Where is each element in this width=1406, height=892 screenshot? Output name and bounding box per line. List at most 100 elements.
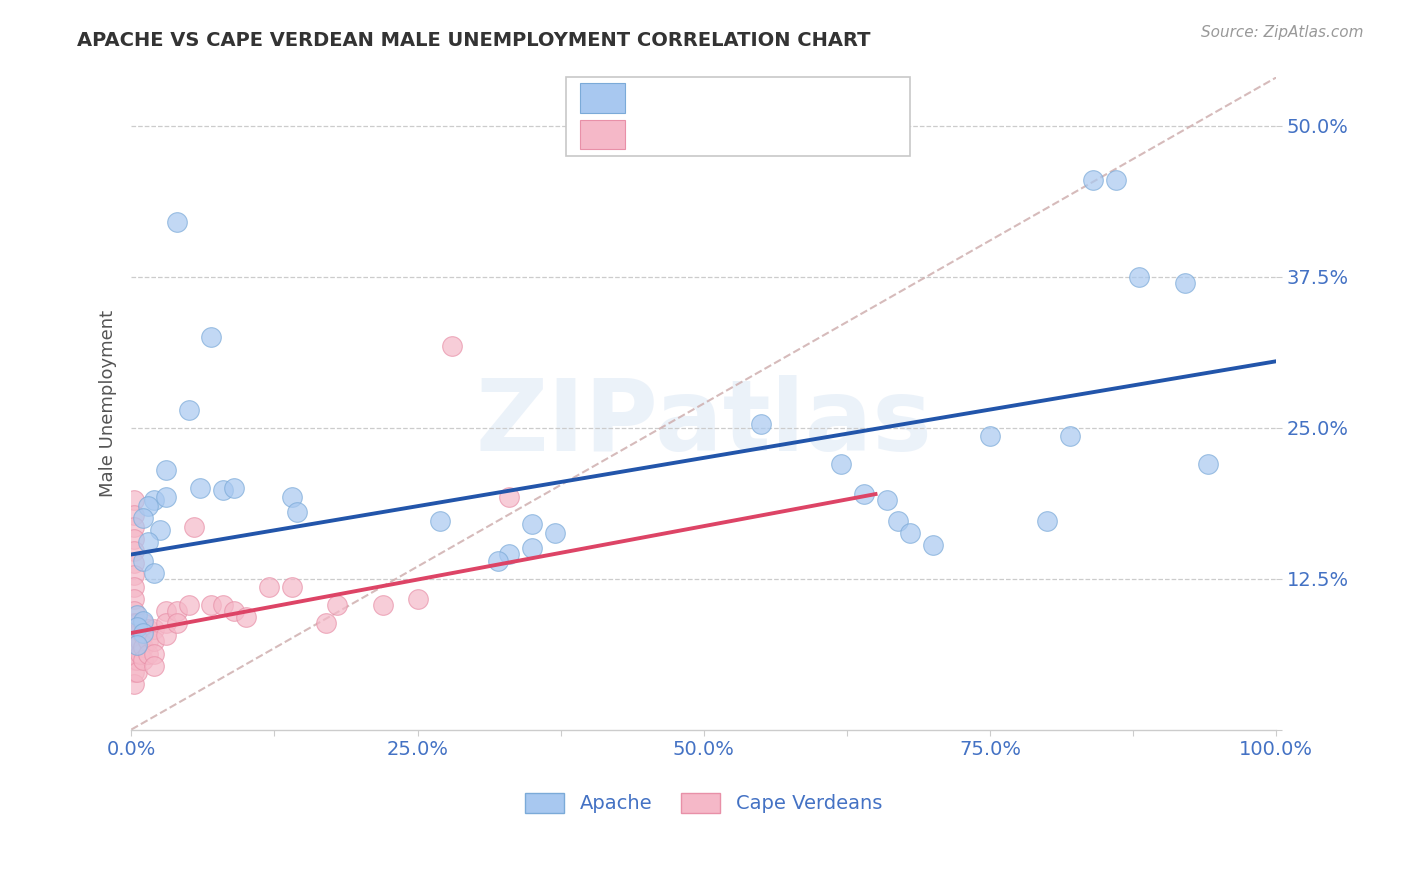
Point: [122, 556, 145, 570]
Point: [143, 647, 166, 661]
Point: [166, 604, 188, 618]
Point: [235, 610, 257, 624]
Point: [125, 652, 148, 666]
Point: [129, 623, 152, 637]
Point: [125, 620, 148, 634]
Point: [125, 638, 148, 652]
Point: [138, 634, 160, 648]
Point: [131, 511, 153, 525]
Point: [143, 566, 166, 580]
Point: [155, 616, 177, 631]
Point: [122, 532, 145, 546]
Point: [280, 580, 302, 594]
Y-axis label: Male Unemployment: Male Unemployment: [100, 310, 117, 497]
Point: [129, 647, 152, 661]
Point: [125, 607, 148, 622]
Point: [257, 580, 280, 594]
Point: [122, 493, 145, 508]
Point: [440, 338, 463, 352]
Point: [122, 616, 145, 631]
Point: [315, 616, 337, 631]
Point: [131, 614, 153, 628]
Point: [1059, 429, 1081, 443]
Point: [188, 481, 211, 495]
Point: [122, 580, 145, 594]
Point: [122, 604, 145, 618]
Point: [280, 490, 302, 504]
Point: [876, 493, 898, 508]
Point: [177, 402, 200, 417]
Point: [122, 652, 145, 666]
Point: [143, 658, 166, 673]
Point: [373, 598, 395, 612]
Point: [143, 493, 166, 508]
Point: [155, 604, 177, 618]
Point: [887, 514, 910, 528]
Point: [138, 647, 160, 661]
Point: [749, 417, 772, 431]
Point: [224, 481, 246, 495]
Point: [979, 429, 1001, 443]
Point: [131, 628, 153, 642]
Point: [149, 524, 172, 538]
Point: [853, 487, 876, 501]
Point: [166, 215, 188, 229]
Point: [138, 623, 160, 637]
Point: [921, 538, 943, 552]
Point: [498, 548, 520, 562]
Point: [143, 634, 166, 648]
Point: [122, 676, 145, 690]
Point: [1081, 173, 1104, 187]
Point: [122, 665, 145, 679]
Point: [131, 553, 153, 567]
Point: [125, 665, 148, 679]
Point: [212, 483, 235, 498]
Point: [224, 604, 246, 618]
Point: [122, 519, 145, 533]
Point: [1174, 276, 1197, 290]
Legend: Apache, Cape Verdeans: Apache, Cape Verdeans: [517, 785, 890, 821]
Point: [1128, 269, 1150, 284]
Point: [830, 457, 852, 471]
Point: [138, 535, 160, 549]
Text: Source: ZipAtlas.com: Source: ZipAtlas.com: [1201, 25, 1364, 40]
Point: [155, 463, 177, 477]
Point: [406, 592, 429, 607]
Text: ZIPatlas: ZIPatlas: [475, 375, 932, 472]
Point: [200, 330, 222, 344]
Point: [898, 525, 921, 540]
Point: [122, 508, 145, 522]
Point: [486, 553, 509, 567]
Point: [498, 490, 520, 504]
Point: [1036, 514, 1059, 528]
Text: APACHE VS CAPE VERDEAN MALE UNEMPLOYMENT CORRELATION CHART: APACHE VS CAPE VERDEAN MALE UNEMPLOYMENT…: [77, 31, 870, 50]
Point: [122, 628, 145, 642]
Point: [183, 519, 205, 533]
Point: [143, 623, 166, 637]
Point: [131, 626, 153, 640]
Point: [125, 628, 148, 642]
Point: [131, 616, 153, 631]
Point: [122, 592, 145, 607]
Point: [1197, 457, 1219, 471]
Point: [122, 640, 145, 655]
Point: [177, 598, 200, 612]
Point: [138, 499, 160, 513]
Point: [520, 541, 543, 556]
Point: [1105, 173, 1128, 187]
Point: [326, 598, 349, 612]
Point: [129, 634, 152, 648]
Point: [125, 640, 148, 655]
Point: [212, 598, 235, 612]
Point: [200, 598, 222, 612]
Point: [429, 514, 451, 528]
Point: [131, 640, 153, 655]
Point: [122, 568, 145, 582]
Point: [544, 525, 567, 540]
Point: [155, 628, 177, 642]
Point: [285, 505, 308, 519]
Point: [122, 544, 145, 558]
Point: [166, 616, 188, 631]
Point: [131, 652, 153, 666]
Point: [155, 490, 177, 504]
